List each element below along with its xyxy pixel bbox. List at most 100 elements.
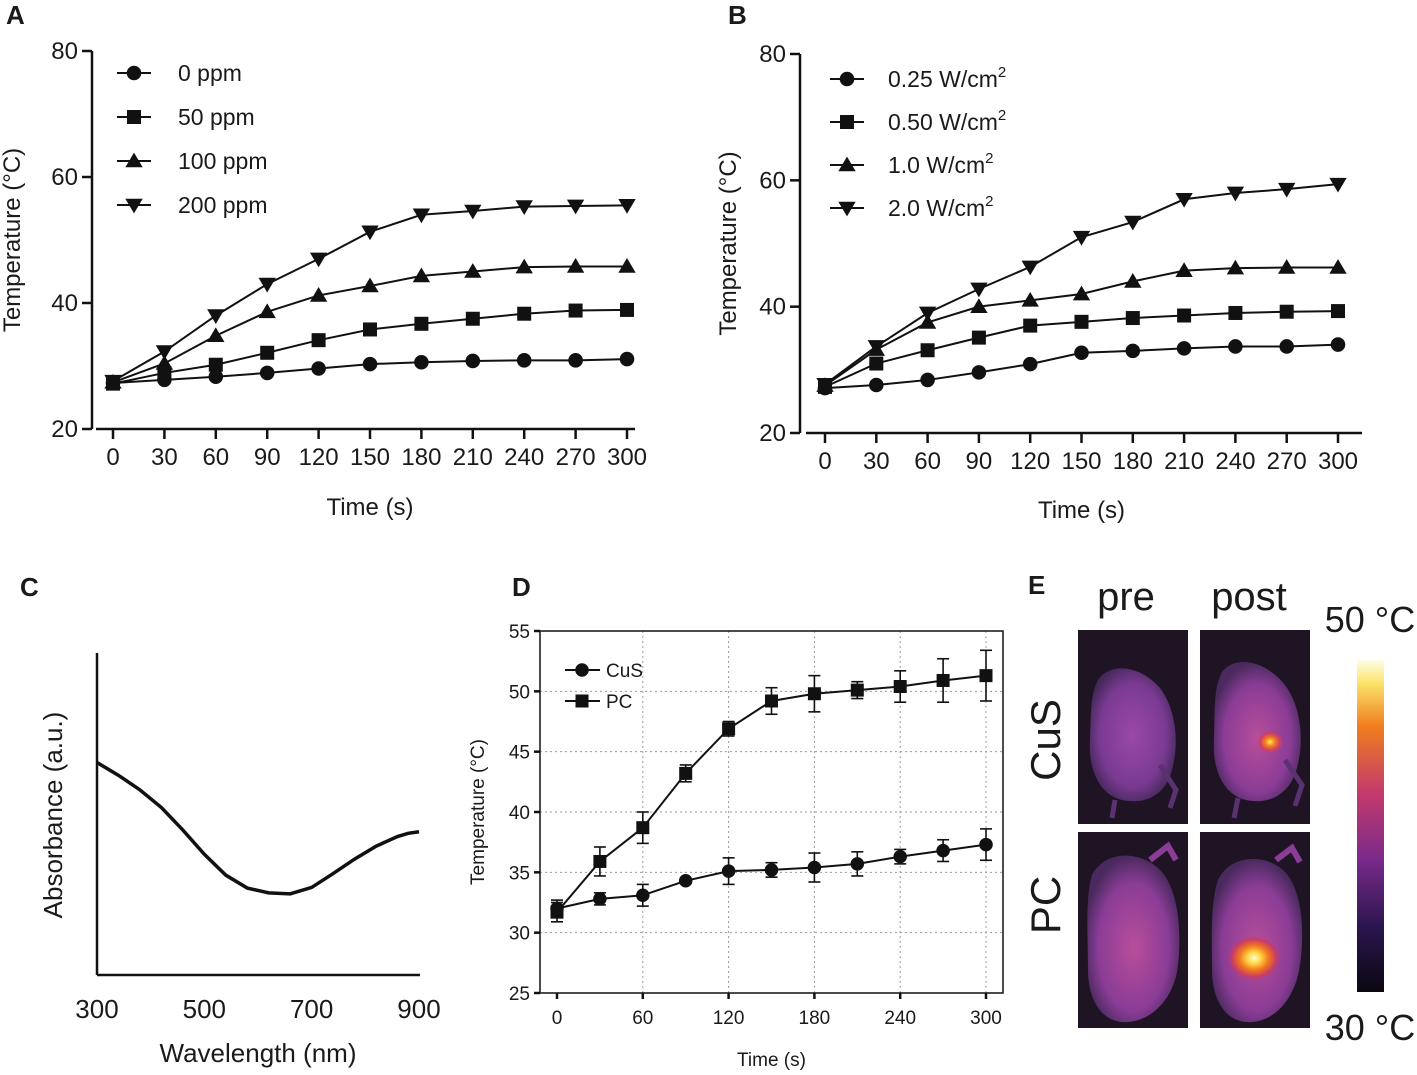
y-tick-label: 60 [759, 167, 786, 194]
x-tick-label: 30 [151, 444, 178, 471]
panel-letter-d: D [512, 572, 531, 602]
y-axis-label: Absorbance (a.u.) [38, 712, 68, 919]
data-point [1175, 262, 1193, 277]
x-tick-label: 120 [299, 444, 339, 471]
data-point [1125, 343, 1141, 359]
data-point [412, 267, 431, 283]
y-tick-label: 55 [509, 622, 530, 643]
data-point [207, 327, 225, 343]
x-tick-label: 900 [397, 994, 440, 1024]
panel-letter-a: A [6, 0, 25, 30]
data-point [550, 905, 564, 919]
data-point [721, 864, 736, 878]
data-point [936, 673, 950, 687]
x-tick-label: 180 [1113, 448, 1153, 475]
x-axis-label: Time (s) [326, 494, 413, 521]
x-tick-label: 300 [970, 1008, 1002, 1029]
data-point [679, 766, 693, 780]
data-point [593, 854, 607, 868]
data-point [566, 199, 585, 215]
data-point [920, 372, 935, 388]
data-point [920, 343, 935, 358]
panel-letter-e: E [1028, 570, 1045, 600]
row-label-pc: PC [1022, 876, 1069, 934]
data-point [311, 361, 326, 376]
y-tick-label: 40 [51, 290, 78, 317]
data-point [1228, 339, 1243, 354]
y-tick-label: 20 [51, 416, 78, 443]
data-point [850, 683, 864, 697]
data-point [1329, 259, 1347, 274]
y-tick-label: 80 [51, 38, 78, 65]
data-point [260, 345, 275, 360]
x-tick-label: 270 [556, 444, 596, 471]
data-point [414, 354, 429, 370]
data-point [362, 356, 378, 372]
data-point [412, 208, 431, 224]
data-point [1329, 177, 1347, 193]
data-point [918, 314, 937, 329]
data-point [208, 369, 224, 384]
colorbar-min-label: 30 °C [1325, 1007, 1415, 1048]
thermal-image-cus-post [1200, 630, 1310, 824]
data-point [259, 365, 275, 381]
legend-label: 1.0 W/cm2 [888, 150, 993, 178]
absorbance-curve [96, 760, 420, 896]
data-point [1125, 311, 1140, 326]
x-tick-label: 0 [106, 444, 119, 471]
legend-marker [838, 201, 856, 217]
x-tick-label: 90 [966, 448, 993, 475]
data-point [816, 378, 834, 393]
legend-label: 0.25 W/cm2 [888, 64, 1006, 92]
data-point [636, 888, 650, 903]
data-point [515, 200, 533, 216]
data-point [979, 669, 993, 683]
data-point [1124, 273, 1142, 288]
legend-marker [126, 65, 142, 81]
data-point [893, 680, 907, 694]
col-label-post: post [1211, 575, 1287, 619]
data-point [207, 309, 225, 324]
legend-label: 0.50 W/cm2 [888, 107, 1006, 135]
x-tick-label: 60 [632, 1008, 653, 1029]
data-point [1072, 285, 1091, 301]
data-point [1226, 259, 1245, 275]
y-tick-label: 60 [51, 164, 78, 191]
data-point [1022, 356, 1038, 372]
data-point [764, 863, 779, 877]
legend-marker [127, 110, 141, 124]
legend-marker [575, 694, 589, 708]
y-tick-label: 20 [759, 420, 786, 447]
data-point [1072, 230, 1091, 246]
data-point [618, 199, 636, 214]
x-tick-label: 300 [607, 444, 647, 471]
panel-letter-b: B [728, 0, 747, 30]
data-point [568, 303, 583, 318]
data-point [970, 282, 988, 298]
chart-d: 25 30 35 40 45 50 55 0 60 120 180 240 300 Time (s) Tem… [468, 622, 1004, 1071]
legend-label: 0 ppm [178, 60, 242, 86]
data-point [515, 258, 533, 274]
data-point [893, 849, 907, 864]
data-point [361, 277, 379, 293]
data-point [1074, 345, 1089, 361]
data-point [465, 353, 481, 369]
data-point [970, 298, 988, 313]
data-point [619, 351, 635, 367]
data-point [869, 377, 884, 393]
x-tick-label: 210 [1164, 448, 1204, 475]
data-point [636, 821, 650, 835]
temperature-colorbar [1357, 660, 1384, 992]
x-tick-label: 30 [863, 448, 890, 475]
x-tick-label: 240 [1215, 448, 1255, 475]
data-point [361, 225, 379, 241]
x-tick-label: 210 [453, 444, 493, 471]
data-point [979, 837, 993, 852]
y-tick-label: 50 [509, 682, 530, 703]
y-tick-label: 80 [759, 41, 786, 68]
data-point [869, 356, 884, 371]
x-tick-label: 0 [552, 1008, 563, 1029]
data-point [765, 694, 778, 708]
legend-label: 200 ppm [178, 192, 268, 218]
